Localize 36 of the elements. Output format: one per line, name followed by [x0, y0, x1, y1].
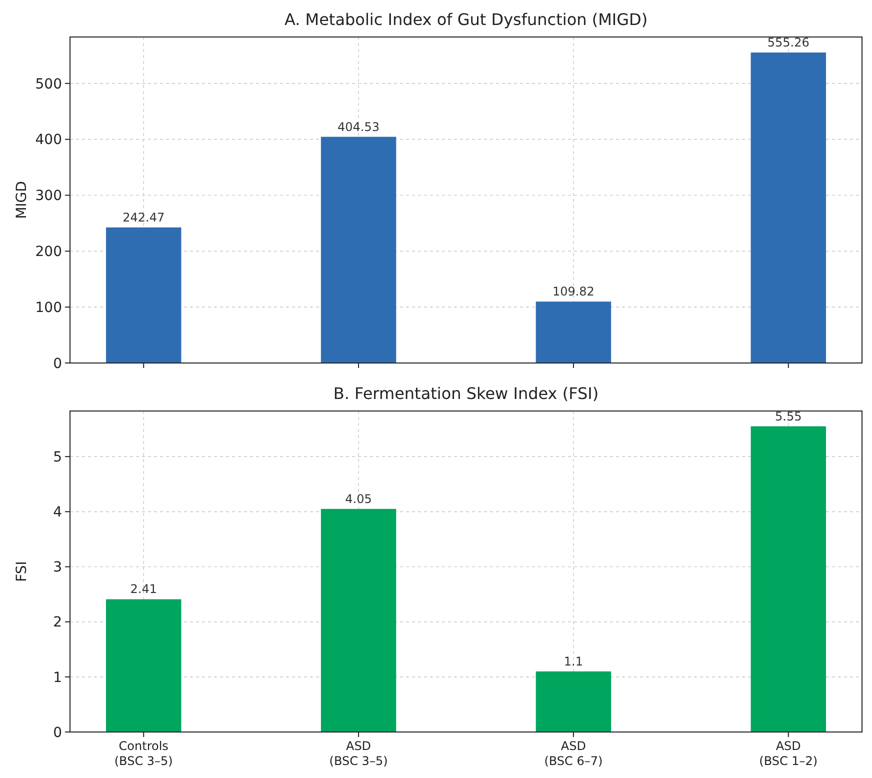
x-tick-label: ASD (BSC 3–5) [329, 739, 388, 768]
y-tick-label: 500 [35, 76, 62, 92]
bar [106, 227, 182, 363]
data-label: 5.55 [775, 409, 802, 424]
bar [750, 52, 826, 363]
data-label: 242.47 [122, 210, 165, 224]
chart-title: B. Fermentation Skew Index (FSI) [333, 384, 599, 403]
y-axis-title: FSI [14, 561, 30, 582]
bar [750, 426, 826, 732]
y-tick-label: 400 [35, 132, 62, 148]
y-tick-label: 200 [35, 244, 62, 260]
data-label: 2.41 [130, 582, 157, 596]
bar [320, 136, 396, 363]
data-label: 109.82 [552, 284, 594, 299]
y-tick-label: 0 [53, 724, 62, 741]
y-tick-label: 1 [53, 670, 62, 686]
y-axis-title: MIGD [14, 181, 30, 219]
data-label: 1.1 [564, 654, 584, 668]
x-tick-label: ASD (BSC 6–7) [544, 739, 603, 768]
y-tick-label: 300 [35, 188, 62, 204]
y-tick-label: 3 [53, 560, 62, 576]
y-tick-label: 0 [53, 356, 62, 372]
y-tick-label: 5 [53, 449, 62, 466]
data-label: 404.53 [338, 120, 380, 134]
bar [536, 671, 612, 732]
y-tick-label: 100 [35, 300, 62, 316]
chart-title: A. Metabolic Index of Gut Dysfunction (MIGD) [284, 10, 648, 29]
bar [320, 508, 396, 732]
y-tick-label: 4 [53, 504, 62, 521]
data-label: 555.26 [767, 36, 810, 50]
x-tick-label: Controls (BSC 3–5) [114, 739, 173, 768]
bar [536, 302, 612, 363]
bar [106, 599, 182, 732]
y-tick-label: 2 [53, 614, 62, 631]
data-label: 4.05 [345, 492, 372, 506]
x-tick-label: ASD (BSC 1–2) [759, 739, 818, 768]
